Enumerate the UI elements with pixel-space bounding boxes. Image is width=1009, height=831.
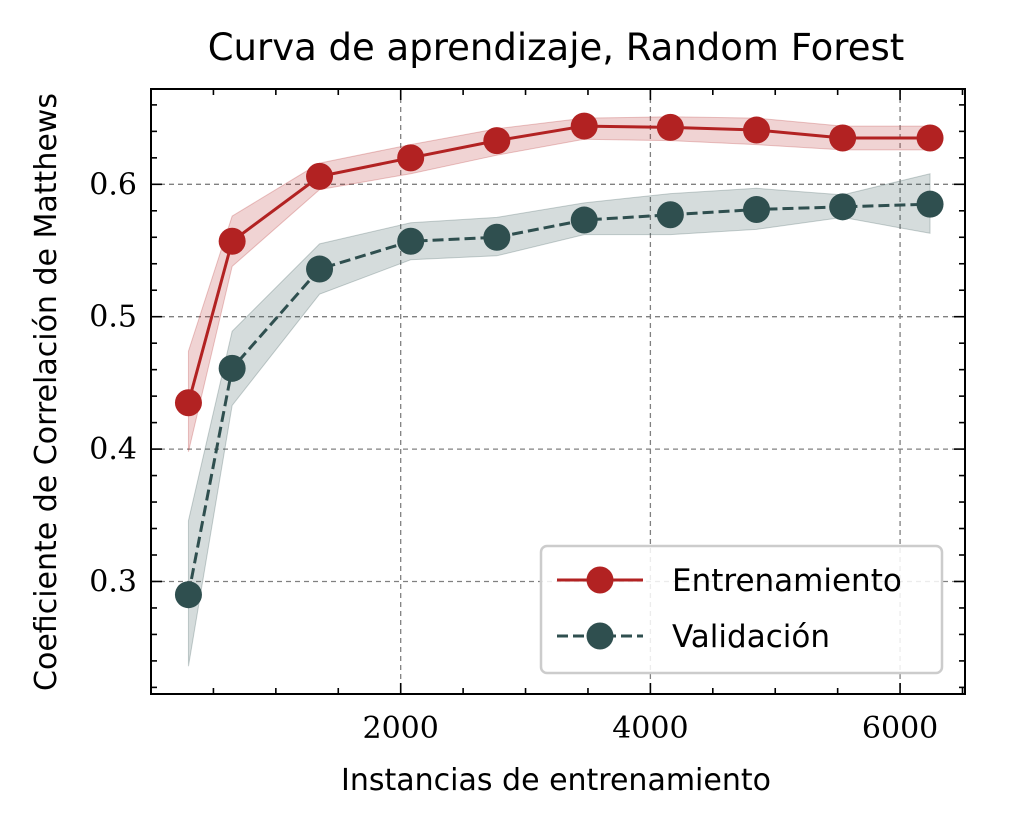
legend-label-training: Entrenamiento: [672, 563, 902, 599]
data-point-validation: [743, 195, 771, 223]
chart-title: Curva de aprendizaje, Random Forest: [208, 26, 905, 69]
x-axis-label: Instancias de entrenamiento: [341, 763, 771, 798]
x-tick-label: 6000: [862, 711, 938, 746]
data-point-training: [656, 113, 684, 141]
y-tick-label: 0.5: [89, 300, 137, 335]
data-point-validation: [174, 581, 202, 609]
data-point-training: [397, 144, 425, 172]
legend-label-validation: Validación: [672, 619, 830, 655]
data-point-training: [570, 112, 598, 140]
legend-box: [539, 544, 944, 675]
data-point-training: [174, 389, 202, 417]
data-point-validation: [483, 223, 511, 251]
legend-marker-validation: [586, 622, 614, 650]
y-tick-label: 0.6: [89, 167, 137, 202]
data-point-validation: [570, 206, 598, 234]
data-point-training: [306, 162, 334, 190]
data-point-validation: [656, 201, 684, 229]
data-point-training: [218, 227, 246, 255]
data-point-validation: [306, 255, 334, 283]
y-tick-label: 0.4: [89, 432, 137, 467]
y-tick-label: 0.3: [89, 564, 137, 599]
data-point-training: [483, 127, 511, 155]
confidence-band-validation: [187, 173, 931, 667]
x-tick-label: 2000: [363, 711, 439, 746]
plot-frame: [150, 88, 966, 695]
data-point-training: [916, 124, 944, 152]
data-point-training: [829, 124, 857, 152]
series-line-validation: [186, 202, 931, 595]
y-axis-label: Coeficiente de Correlación de Matthews: [29, 93, 64, 691]
data-point-training: [743, 116, 771, 144]
data-point-validation: [218, 354, 246, 382]
series-line-training: [187, 124, 931, 404]
x-tick-label: 4000: [612, 711, 688, 746]
data-point-validation: [916, 190, 944, 218]
series-lines: [186, 124, 931, 595]
axes: 2000 4000 6000 0.3 0.4 0.5 0.6: [89, 88, 966, 746]
data-point-validation: [829, 193, 857, 221]
legend-marker-training: [586, 566, 614, 594]
data-point-validation: [397, 227, 425, 255]
legend: Entrenamiento Validación: [539, 544, 944, 675]
data-points: [174, 112, 944, 609]
